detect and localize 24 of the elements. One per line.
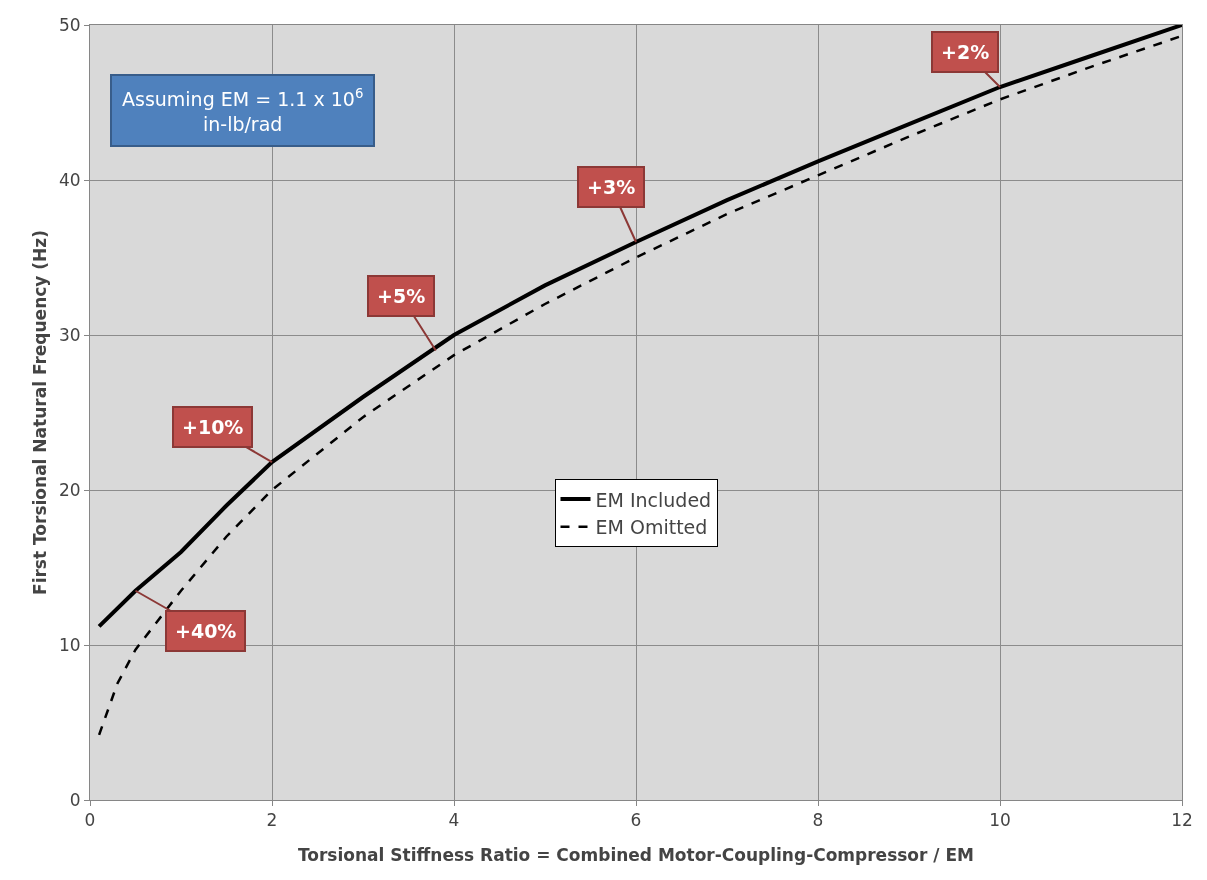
legend-label: EM Omitted (595, 516, 708, 539)
x-axis-title: Torsional Stiffness Ratio = Combined Motor-Coupling-Compressor / EM (297, 845, 975, 865)
y-tick-label: 40 (58, 169, 81, 190)
y-tick-label: 10 (58, 634, 81, 655)
x-tick-label: 4 (448, 810, 460, 831)
y-tick-label: 50 (58, 14, 81, 35)
annotation: +40% (175, 620, 237, 642)
line-series (97, 34, 1182, 737)
annotation: +3% (587, 176, 636, 198)
y-axis-title: First Torsional Natural Frequency (Hz) (30, 230, 50, 595)
x-tick-label: 10 (989, 810, 1011, 831)
x-tick-label: 2 (266, 810, 278, 831)
x-tick-label: 0 (84, 810, 96, 831)
legend-label: EM Included (595, 488, 712, 511)
annotation: +10% (182, 416, 244, 438)
y-tick-label: 20 (58, 479, 81, 500)
x-tick-label: 6 (630, 810, 642, 831)
annotation: +2% (941, 41, 990, 63)
y-tick-label: 30 (58, 324, 81, 345)
annotation: +5% (377, 285, 426, 307)
y-tick-label: 0 (69, 789, 81, 810)
text: Assuming EM = 1.1 x 10$^{6}$ in-lb/rad (122, 86, 364, 135)
x-tick-label: 8 (812, 810, 824, 831)
x-tick-label: 12 (1171, 810, 1193, 831)
